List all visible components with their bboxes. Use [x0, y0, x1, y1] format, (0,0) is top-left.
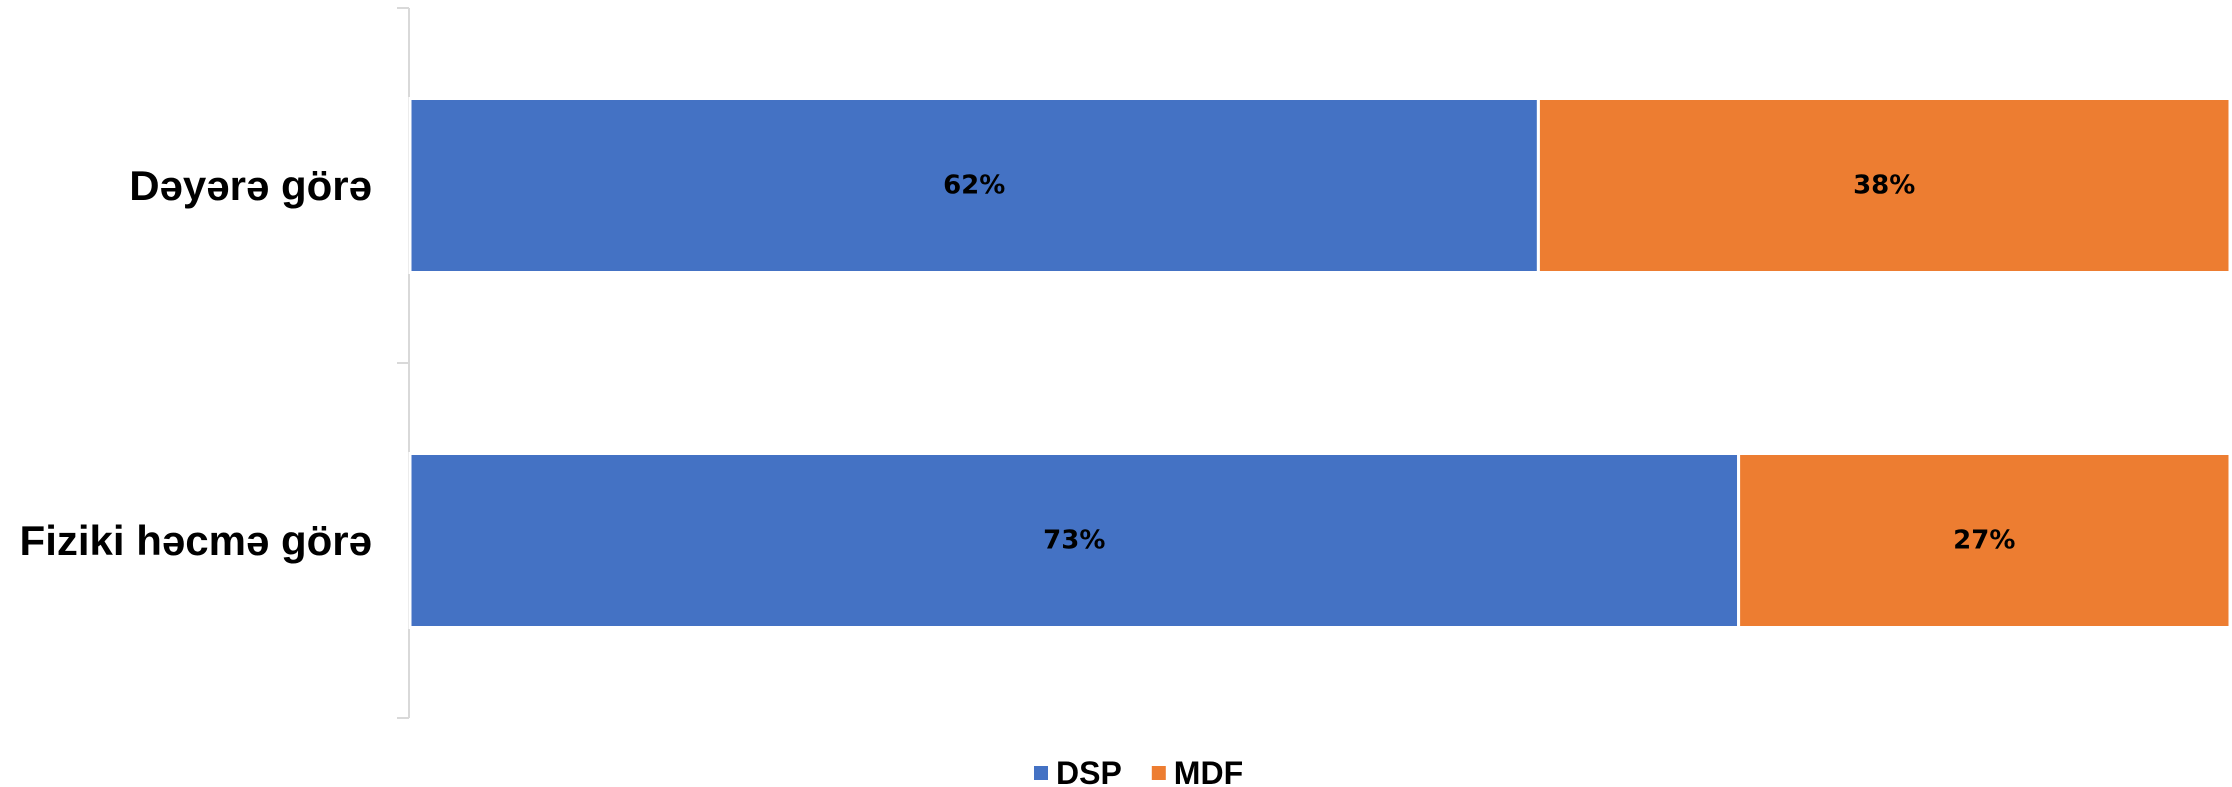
bar-dsp: [408, 97, 1540, 274]
legend: DSP MDF: [1034, 755, 1243, 787]
category-labels: Dəyərə görə Fiziki həcmə görə: [20, 162, 372, 564]
bar-mdf: [1536, 97, 2232, 274]
legend-item-mdf: MDF: [1151, 755, 1243, 787]
bar-mdf: [1737, 452, 2232, 629]
data-labels: 62% 38% 73% 27%: [943, 171, 2015, 556]
legend-swatch: [1034, 766, 1048, 780]
category-axis: [397, 7, 410, 719]
legend-item-dsp: DSP: [1034, 755, 1122, 787]
bar-dsp: [408, 452, 1741, 629]
data-label: 27%: [1953, 526, 2015, 556]
category-tick-label: Dəyərə görə: [129, 162, 372, 209]
legend-label: MDF: [1174, 755, 1243, 787]
category-tick-label: Fiziki həcmə görə: [20, 517, 372, 564]
legend-swatch: [1151, 766, 1166, 780]
bars: [408, 97, 2232, 629]
data-label: 38%: [1853, 171, 1915, 201]
legend-label: DSP: [1056, 755, 1122, 787]
data-label: 62%: [943, 171, 1005, 201]
data-label: 73%: [1043, 526, 1105, 556]
